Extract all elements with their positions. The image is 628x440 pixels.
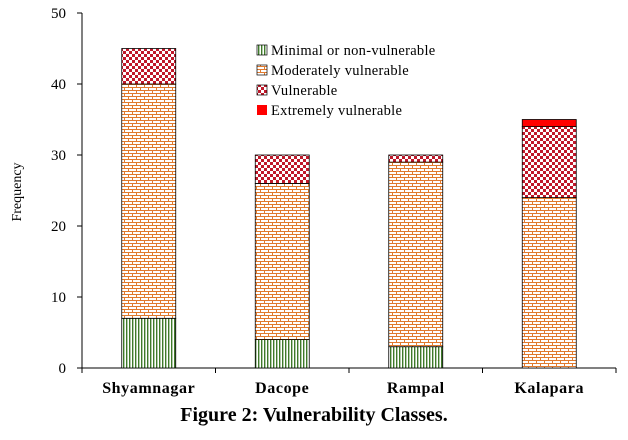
legend-label: Moderately vulnerable (271, 63, 409, 79)
figure-caption: Figure 2: Vulnerability Classes. (180, 404, 448, 426)
y-axis-title: Frequency (10, 162, 25, 221)
bar-segment (521, 119, 577, 127)
y-tick-label: 50 (51, 6, 66, 22)
bar-segment (521, 197, 577, 369)
legend-swatch (256, 84, 268, 96)
legend-swatch (256, 44, 268, 56)
bar-segment (121, 317, 177, 369)
y-tick-label: 40 (51, 77, 66, 93)
bar-segment (254, 154, 310, 184)
y-tick-label: 10 (51, 290, 66, 306)
x-tick-label: Kalapara (514, 380, 584, 397)
y-axis: 0 10 20 30 40 50 (51, 6, 83, 377)
legend-label: Minimal or non-vulnerable (271, 43, 436, 59)
y-tick-label: 20 (51, 219, 66, 235)
bar-segment (121, 48, 177, 85)
bar-segment (254, 182, 310, 340)
y-tick-label: 0 (59, 361, 67, 377)
legend-label: Extremely vulnerable (271, 103, 402, 119)
bar-segment (388, 161, 444, 348)
y-tick-label: 30 (51, 148, 66, 164)
bar-segment (121, 83, 177, 319)
x-tick-label: Dacope (255, 380, 309, 397)
bar-segment (521, 126, 577, 198)
x-tick-label: Shyamnagar (102, 380, 195, 397)
legend-label: Vulnerable (271, 83, 338, 99)
x-tick-label: Rampal (387, 380, 445, 397)
bar-segment (388, 346, 444, 369)
legend-swatch (256, 64, 268, 76)
x-axis: Shyamnagar Dacope Rampal Kalapara (81, 367, 617, 397)
legend-swatch (257, 105, 267, 115)
bar-segment (388, 154, 444, 163)
bar-segment (254, 339, 310, 369)
legend: Minimal or non-vulnerable Moderately vuln… (256, 43, 436, 119)
stacked-bar-chart: 0 10 20 30 40 50 Shyamnagar Dacope Rampal Kalapa… (10, 6, 617, 397)
bars (121, 48, 577, 369)
